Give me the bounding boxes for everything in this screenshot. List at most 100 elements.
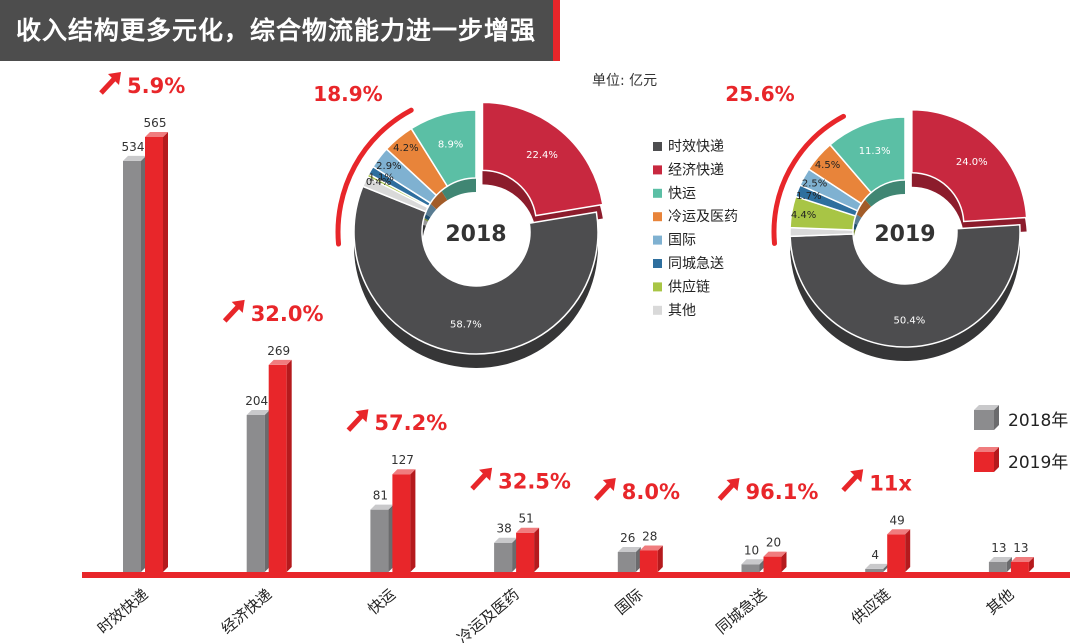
bar-2019-8 — [1010, 556, 1034, 572]
bar-2019-1-top — [145, 132, 168, 137]
growth-arrow-shaft — [222, 304, 241, 323]
swatch-side — [994, 405, 999, 430]
donut-slice-label-7: 0.4% — [366, 177, 391, 188]
donut-highlight-label: 18.9% — [313, 82, 382, 106]
bar-2019-5-side — [657, 545, 663, 572]
bar-2019-4-side — [534, 527, 540, 572]
bar-2019-4-top — [516, 527, 540, 533]
bar-2019-5-front — [639, 550, 658, 572]
bar-2018-2 — [246, 409, 270, 572]
category-label-4: 冷运及医药 — [454, 585, 523, 643]
swatch-top — [974, 405, 999, 410]
growth-label-3: 57.2% — [374, 411, 447, 435]
bar-2018-6-front — [741, 564, 760, 572]
bar-2019-4-value-label: 51 — [518, 512, 533, 526]
bar-2019-3-front — [392, 474, 411, 572]
donut-slice-label-1: 58.7% — [450, 319, 482, 330]
bar-legend-swatch-2 — [974, 447, 999, 472]
growth-arrow-icon-6 — [717, 478, 740, 501]
growth-arrow-shaft — [470, 472, 488, 491]
bar-2018-7-top — [865, 563, 889, 569]
category-label-7: 供应链 — [848, 585, 894, 628]
title-banner: 收入结构更多元化，综合物流能力进一步增强 — [0, 0, 560, 61]
swatch-side — [994, 447, 999, 472]
category-label-5: 国际 — [612, 585, 647, 618]
pie-legend-label-2: 经济快递 — [668, 162, 724, 178]
bar-2018-3-front — [370, 509, 389, 572]
bar-2018-1-front — [123, 160, 141, 573]
growth-arrow-icon-5 — [593, 478, 616, 501]
bar-2018-4-front — [494, 542, 513, 572]
bar-2019-1-front — [145, 137, 163, 572]
bar-2018-6 — [741, 559, 765, 572]
donut-center-label: 2019 — [874, 222, 935, 247]
bar-2018-6-value-label: 10 — [744, 543, 759, 557]
donut-slice-3 — [410, 109, 477, 188]
bar-legend: 2018年 2019年 — [974, 405, 1068, 473]
bar-2018-1-side — [141, 155, 146, 573]
category-label-3: 快运 — [364, 585, 399, 618]
growth-arrow-shaft — [99, 76, 117, 95]
pie-legend-swatch-1 — [653, 142, 662, 151]
bar-2018-5-top — [617, 546, 641, 552]
growth-arrow-head — [108, 72, 121, 85]
bar-2018-2-front — [246, 414, 265, 572]
bar-2018-7-value-label: 4 — [871, 548, 879, 562]
swatch-top — [974, 447, 999, 452]
bar-2018-3 — [370, 504, 394, 572]
pie-legend-swatch-4 — [653, 212, 662, 222]
bar-2018-5 — [617, 546, 641, 572]
bar-2019-6-top — [763, 551, 787, 557]
growth-arrow-icon-1 — [99, 72, 121, 95]
bar-2018-4-top — [494, 537, 518, 543]
bar-2019-7 — [887, 529, 911, 572]
pie-legend-swatch-5 — [653, 235, 662, 245]
growth-label-4: 32.5% — [498, 470, 571, 494]
bar-2019-4-front — [516, 532, 535, 572]
donut-slice-label-2: 22.4% — [526, 150, 558, 161]
bar-2018-8-side — [1006, 556, 1012, 572]
bar-2019-7-top — [887, 529, 911, 535]
bar-2018-7 — [865, 563, 889, 572]
growth-arrow-shaft — [717, 482, 736, 501]
growth-arrow-head — [850, 469, 864, 483]
growth-arrow-head — [231, 299, 245, 313]
pie-legend-swatch-7 — [653, 282, 662, 292]
growth-label-7: 11x — [869, 471, 912, 495]
growth-arrow-head — [602, 478, 616, 491]
growth-label-6: 96.1% — [746, 480, 819, 504]
growth-arrow-head — [726, 478, 740, 491]
swatch-front — [974, 410, 994, 430]
bar-2019-2 — [268, 359, 292, 572]
bar-2018-7-side — [883, 563, 889, 572]
donut-slice-label-4: 4.5% — [815, 160, 840, 171]
bar-2018-1-top — [123, 155, 146, 161]
donut-slice-label-2: 24.0% — [956, 157, 988, 168]
growth-arrow-shaft — [841, 473, 860, 492]
growth-arrow-head — [479, 467, 493, 481]
bar-2018-3-value-label: 81 — [373, 489, 388, 503]
pie-legend-label-6: 同城急送 — [668, 256, 724, 272]
bar-2019-2-value-label: 269 — [267, 344, 290, 358]
pie-legend-label-1: 时效快递 — [668, 139, 724, 155]
bar-2019-3-side — [410, 469, 416, 572]
bar-2018-2-value-label: 204 — [245, 394, 268, 408]
donut-chart-2019: 2019 24.0% 50.4% 4.4% 1.7%2.5% 4.5% 11.3% 25.6% — [725, 82, 1028, 361]
donut-center-label: 2018 — [445, 222, 506, 247]
pie-legend-label-7: 供应链 — [668, 278, 710, 295]
pie-legend-label-4: 冷运及医药 — [668, 209, 738, 225]
category-label-8: 其他 — [983, 585, 1018, 618]
pie-legend-swatch-3 — [653, 188, 662, 198]
donut-chart-2018: 2018 22.4% 58.7% 0.4%1.1%2.9% 4.2% 8.9% 18.9% — [313, 82, 604, 369]
bar-2019-3-value-label: 127 — [391, 453, 414, 467]
bar-2018-4-value-label: 38 — [496, 522, 511, 536]
bar-2018-1 — [123, 155, 146, 573]
bar-2019-3-top — [392, 469, 416, 475]
donut-slice-label-5: 2.9% — [376, 161, 401, 172]
unit-label: 单位: 亿元 — [592, 73, 657, 89]
donut-slice-2 — [911, 108, 1028, 223]
bar-2018-6-side — [759, 559, 765, 572]
growth-arrow-icon-7 — [841, 469, 864, 492]
